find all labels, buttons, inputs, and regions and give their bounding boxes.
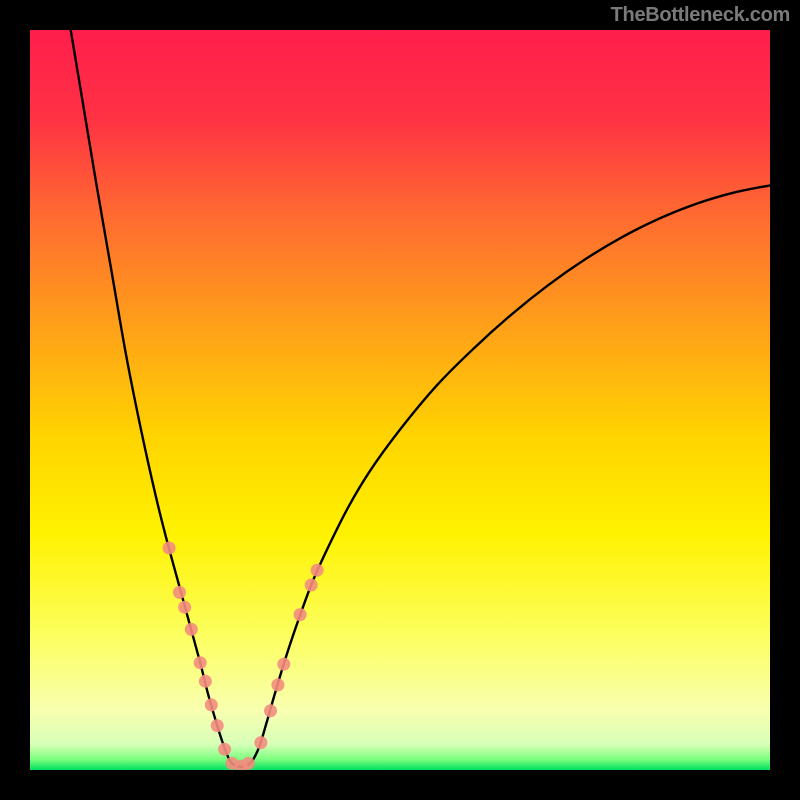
data-marker [271, 678, 284, 691]
chart-svg [30, 30, 770, 770]
watermark-text: TheBottleneck.com [611, 4, 790, 27]
plot-area [30, 30, 770, 770]
gradient-background [30, 30, 770, 770]
data-marker [311, 564, 324, 577]
data-marker [194, 656, 207, 669]
data-marker [173, 586, 186, 599]
data-marker [254, 736, 267, 749]
data-marker [264, 704, 277, 717]
data-marker [199, 675, 212, 688]
data-marker [211, 719, 224, 732]
data-marker [294, 608, 307, 621]
data-marker [277, 658, 290, 671]
data-marker [242, 757, 255, 770]
data-marker [163, 542, 176, 555]
data-marker [178, 601, 191, 614]
data-marker [218, 743, 231, 756]
data-marker [305, 579, 318, 592]
data-marker [205, 698, 218, 711]
data-marker [185, 623, 198, 636]
